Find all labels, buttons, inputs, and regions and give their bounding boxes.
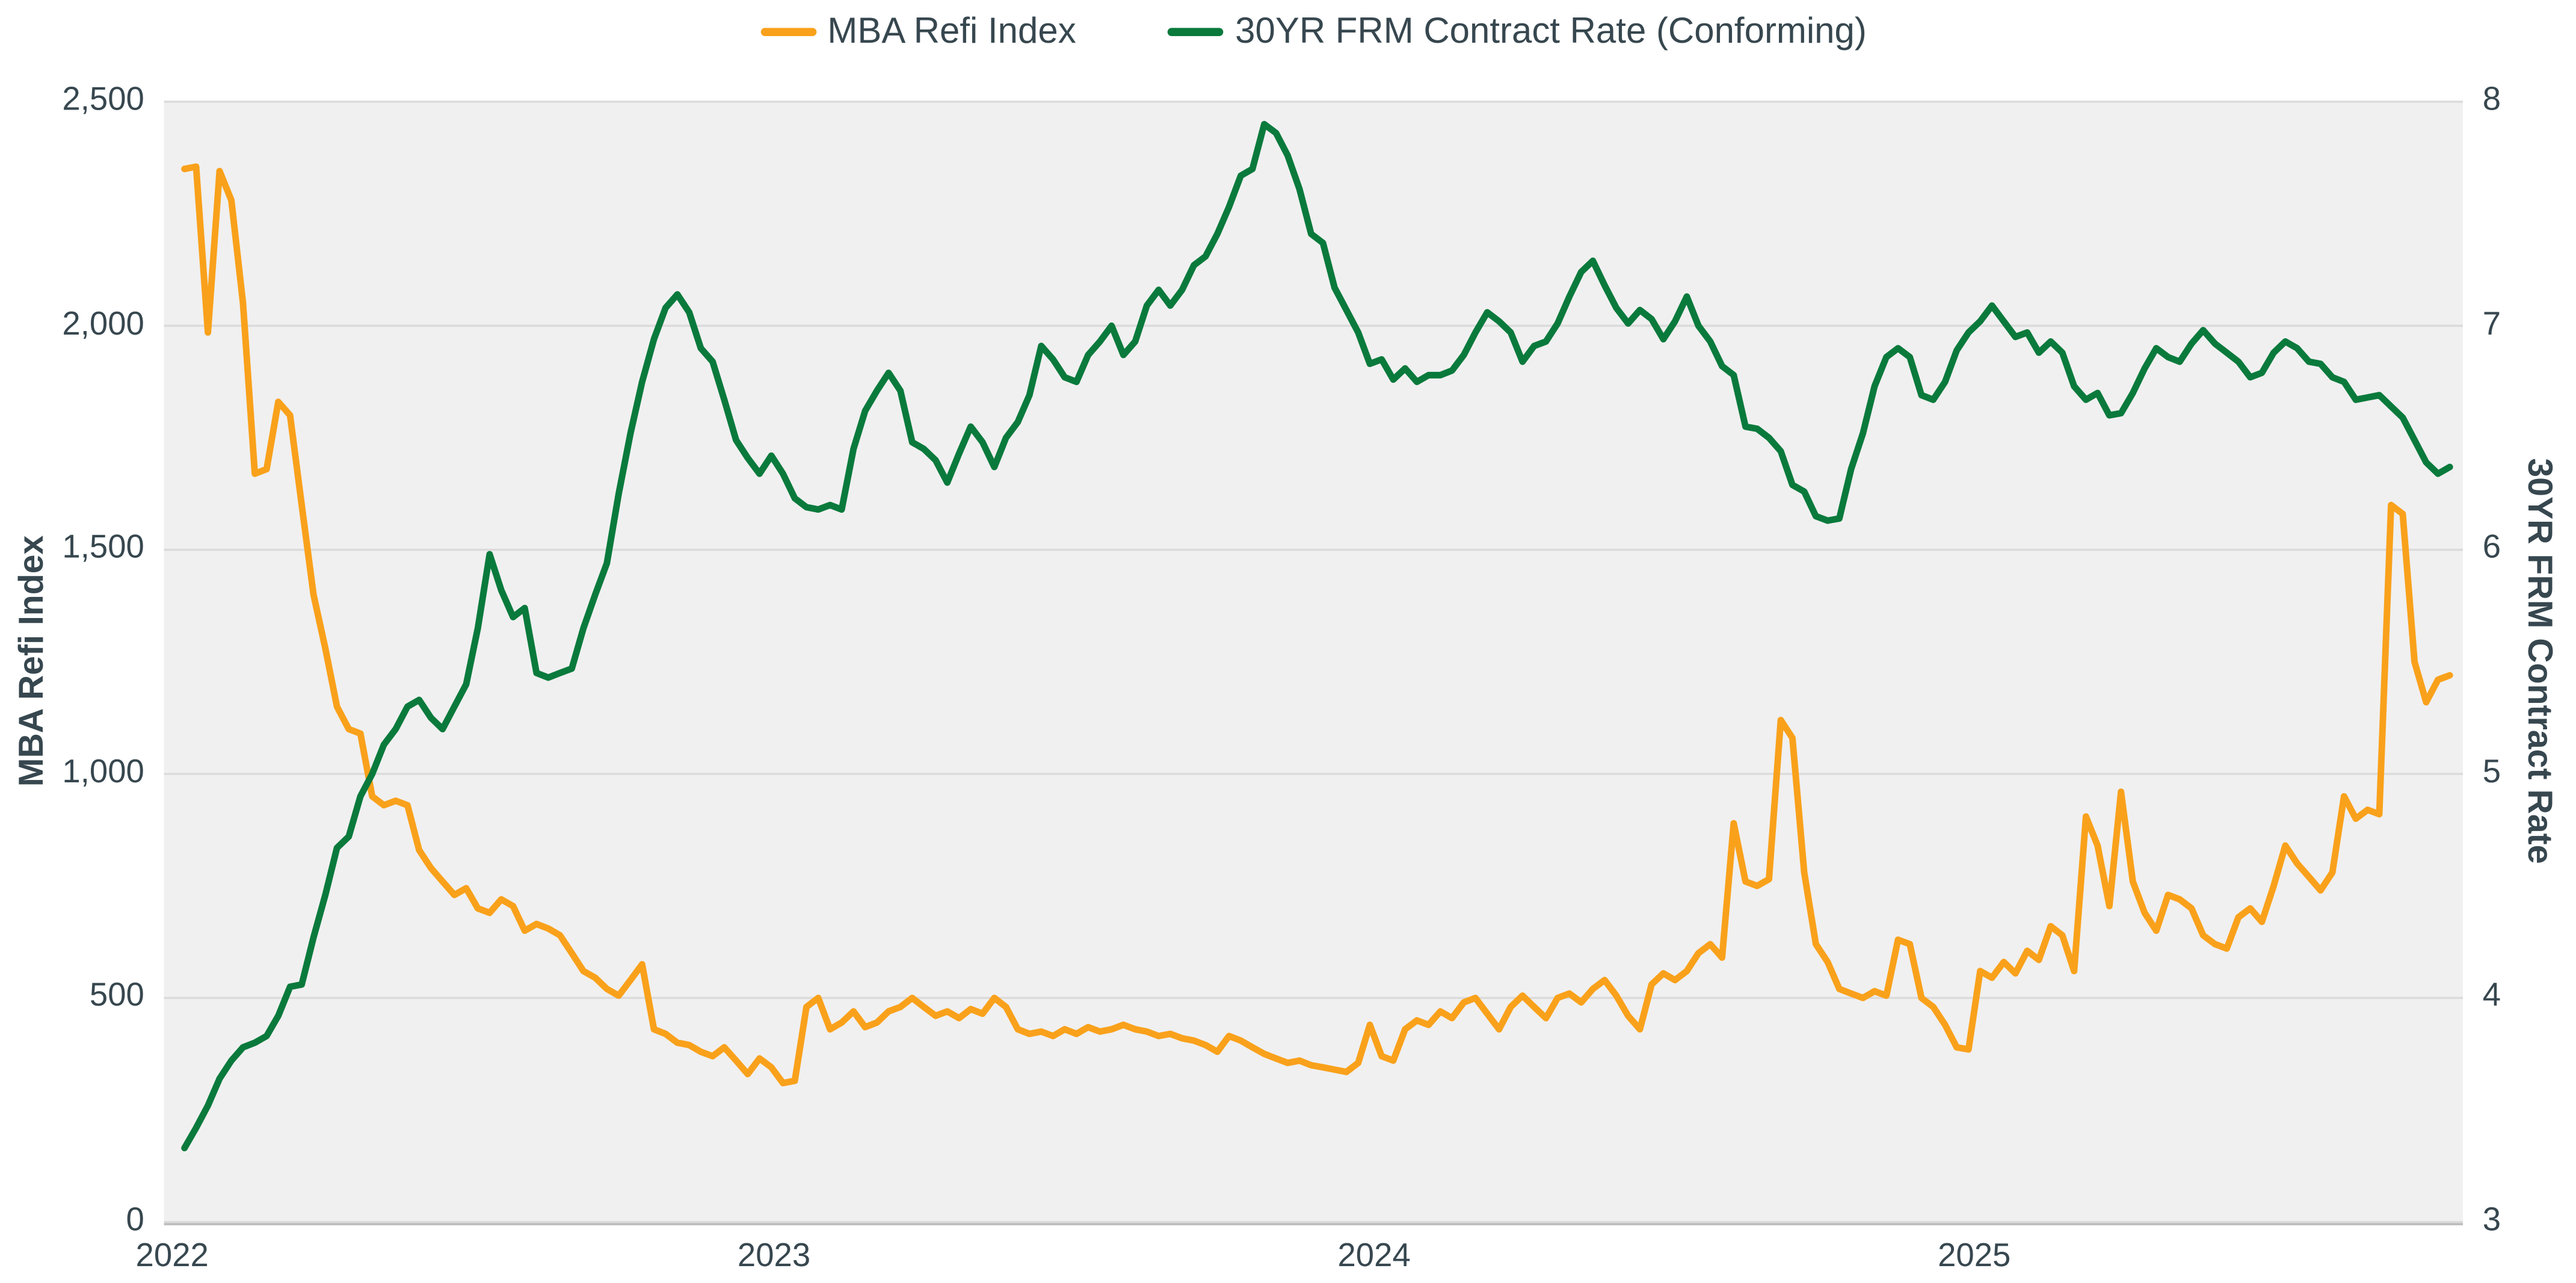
tick-label: 5 — [2482, 754, 2501, 791]
left-axis-title: MBA Refi Index — [13, 535, 51, 787]
tick-label: 1,500 — [62, 530, 144, 566]
series-line-right — [181, 120, 2453, 1152]
chart-canvas — [164, 100, 2464, 1223]
legend-label-mba-refi-index: MBA Refi Index — [827, 10, 1076, 51]
tick-label: 3 — [2482, 1202, 2501, 1238]
tick-label: 4 — [2482, 977, 2501, 1014]
tick-label: 2024 — [1337, 1238, 1411, 1275]
series-line-left — [181, 163, 2453, 1087]
tick-label: 2023 — [737, 1238, 811, 1275]
tick-label: 2022 — [135, 1238, 209, 1275]
tick-label: 8 — [2482, 82, 2501, 119]
tick-label: 2025 — [1938, 1238, 2011, 1275]
plot-area — [164, 100, 2464, 1226]
tick-label: 2,500 — [62, 82, 144, 119]
right-axis-title: 30YR FRM Contract Rate — [2520, 458, 2559, 864]
orange-line-swatch-icon — [760, 26, 816, 36]
tick-label: 1,000 — [62, 754, 144, 791]
legend-label-30yr-frm-rate: 30YR FRM Contract Rate (Conforming) — [1235, 10, 1867, 51]
legend-item-30yr-frm-rate: 30YR FRM Contract Rate (Conforming) — [1168, 10, 1867, 52]
legend: MBA Refi Index 30YR FRM Contract Rate (C… — [164, 10, 2463, 52]
tick-label: 500 — [89, 977, 144, 1014]
tick-label: 7 — [2482, 306, 2501, 343]
tick-label: 0 — [126, 1202, 144, 1238]
green-line-swatch-icon — [1168, 26, 1224, 36]
tick-label: 6 — [2482, 530, 2501, 566]
legend-item-mba-refi-index: MBA Refi Index — [760, 10, 1076, 52]
tick-label: 2,000 — [62, 306, 144, 343]
